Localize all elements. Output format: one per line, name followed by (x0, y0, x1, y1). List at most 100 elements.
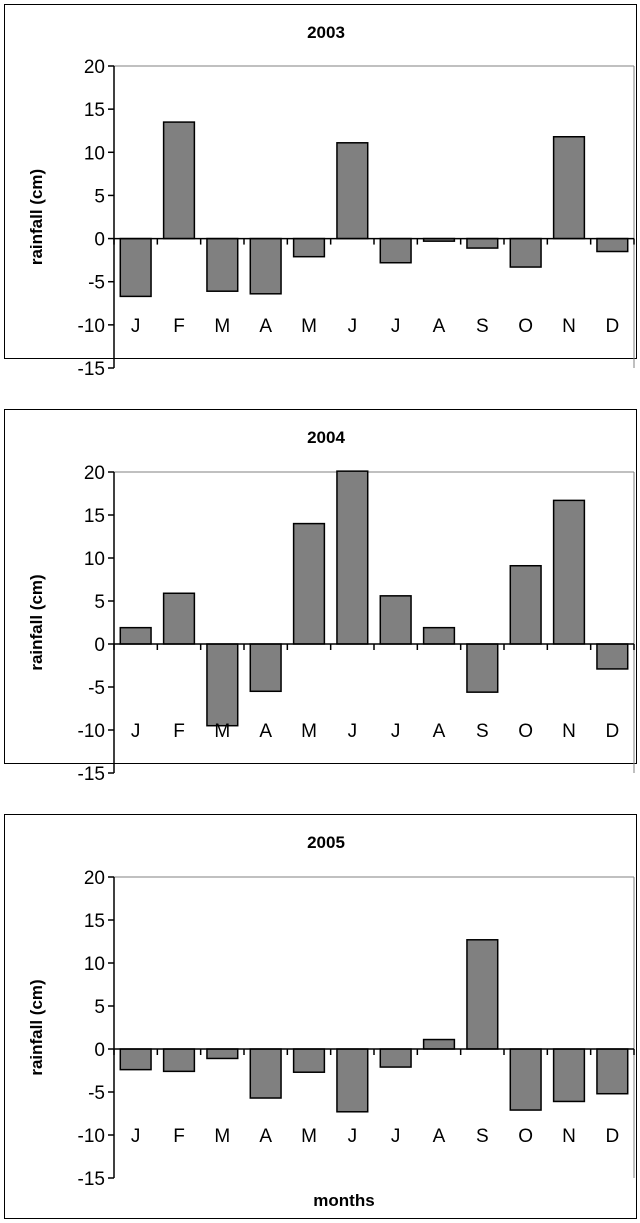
x-category-label: J (391, 721, 401, 742)
bar-M (206, 237, 239, 292)
x-category-label: O (518, 316, 533, 337)
chart-title: 2003 (307, 23, 345, 42)
bar-A (249, 643, 282, 693)
x-category-label: M (301, 316, 317, 337)
bar-J (379, 1048, 412, 1068)
x-category-label: A (259, 721, 272, 742)
x-category-label: N (562, 721, 576, 742)
y-tick-label: 10 (84, 549, 105, 570)
x-category-label: D (605, 316, 619, 337)
bar-A (422, 626, 456, 645)
y-tick-label: 15 (84, 506, 105, 527)
y-tick-label: 20 (84, 57, 105, 78)
x-category-label: F (173, 1126, 185, 1147)
bar-S (466, 237, 499, 249)
y-tick-label: -5 (88, 1083, 105, 1104)
x-category-label: J (391, 316, 401, 337)
x-category-label: J (131, 1126, 141, 1147)
bar-F (162, 121, 196, 240)
chart-frame (4, 814, 637, 1219)
bar-J (336, 142, 369, 240)
x-category-label: A (433, 721, 446, 742)
bar-A (249, 1048, 282, 1099)
y-axis-label: rainfall (cm) (27, 979, 46, 1075)
y-tick-label: 0 (94, 1040, 105, 1061)
bar-J (336, 470, 369, 645)
y-tick-label: -10 (78, 721, 105, 742)
y-tick-label: -15 (78, 359, 105, 380)
y-tick-label: 20 (84, 868, 105, 889)
bar-J (336, 1048, 369, 1113)
bar-S (466, 939, 499, 1050)
x-category-label: S (476, 1126, 489, 1147)
x-category-label: A (433, 316, 446, 337)
x-category-label: F (173, 316, 185, 337)
y-tick-label: 10 (84, 143, 105, 164)
bar-J (119, 237, 152, 298)
chart-panel-2004: 2004 rainfall (cm) 20 15 10 5 0 -5 -10 -15 J F M A M J J… (4, 409, 637, 785)
bar-J (119, 626, 152, 645)
bar-O (509, 1048, 542, 1111)
x-category-label: N (562, 316, 576, 337)
bar-S (466, 643, 499, 693)
x-category-label: A (433, 1126, 446, 1147)
x-category-label: S (476, 316, 489, 337)
y-tick-label: 0 (94, 230, 105, 251)
bar-N (552, 499, 586, 645)
x-category-label: N (562, 1126, 576, 1147)
x-category-label: O (518, 1126, 533, 1147)
bar-M (206, 643, 239, 727)
y-tick-label: -10 (78, 316, 105, 337)
chart-panel-2005: 2005 rainfall (cm) 20 15 10 5 0 -5 -10 -15 J F M A M J J… (4, 814, 637, 1219)
bar-N (552, 136, 586, 240)
x-category-label: F (173, 721, 185, 742)
x-category-label: A (259, 1126, 272, 1147)
bar-A (422, 1038, 456, 1050)
x-category-label: M (214, 1126, 230, 1147)
bar-D (596, 237, 629, 253)
bar-J (119, 1048, 152, 1071)
x-category-label: O (518, 721, 533, 742)
x-category-label: M (301, 721, 317, 742)
y-tick-label: 10 (84, 954, 105, 975)
x-category-label: D (605, 721, 619, 742)
chart-title: 2005 (307, 833, 345, 852)
x-category-label: J (348, 316, 358, 337)
y-axis-label: rainfall (cm) (27, 169, 46, 265)
chart-panel-2003: 2003 rainfall (cm) 20 15 10 5 0 -5 -10 -15 J F M A M J J… (4, 4, 637, 380)
y-tick-label: -5 (88, 678, 105, 699)
y-tick-label: -10 (78, 1126, 105, 1147)
y-tick-label: 15 (84, 100, 105, 121)
x-axis-label: months (313, 1191, 374, 1210)
y-tick-label: -15 (78, 1169, 105, 1190)
y-tick-label: 5 (94, 592, 105, 613)
y-tick-label: 5 (94, 186, 105, 207)
y-tick-label: -15 (78, 764, 105, 785)
bar-N (552, 1048, 586, 1103)
chart-frame (4, 4, 637, 359)
x-category-label: M (214, 721, 230, 742)
bar-M (206, 1048, 239, 1060)
bar-O (509, 237, 542, 268)
x-category-label: J (131, 721, 141, 742)
y-tick-label: 15 (84, 911, 105, 932)
bar-F (162, 592, 196, 645)
x-category-label: J (131, 316, 141, 337)
bar-D (596, 1048, 629, 1095)
chart-title: 2004 (307, 428, 345, 447)
bar-J (379, 237, 412, 264)
y-tick-label: 20 (84, 463, 105, 484)
x-category-label: J (348, 721, 358, 742)
y-tick-label: 0 (94, 635, 105, 656)
x-category-label: J (348, 1126, 358, 1147)
bar-A (249, 237, 282, 295)
bar-J (379, 595, 412, 645)
bar-F (162, 1048, 196, 1073)
x-category-label: D (605, 1126, 619, 1147)
y-axis-label: rainfall (cm) (27, 574, 46, 670)
x-category-label: A (259, 316, 272, 337)
x-category-label: S (476, 721, 489, 742)
x-category-label: J (391, 1126, 401, 1147)
bar-M (292, 237, 326, 258)
